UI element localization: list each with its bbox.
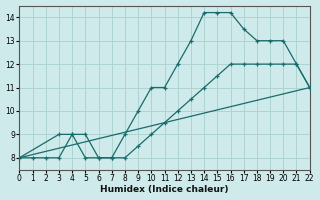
X-axis label: Humidex (Indice chaleur): Humidex (Indice chaleur) — [100, 185, 229, 194]
